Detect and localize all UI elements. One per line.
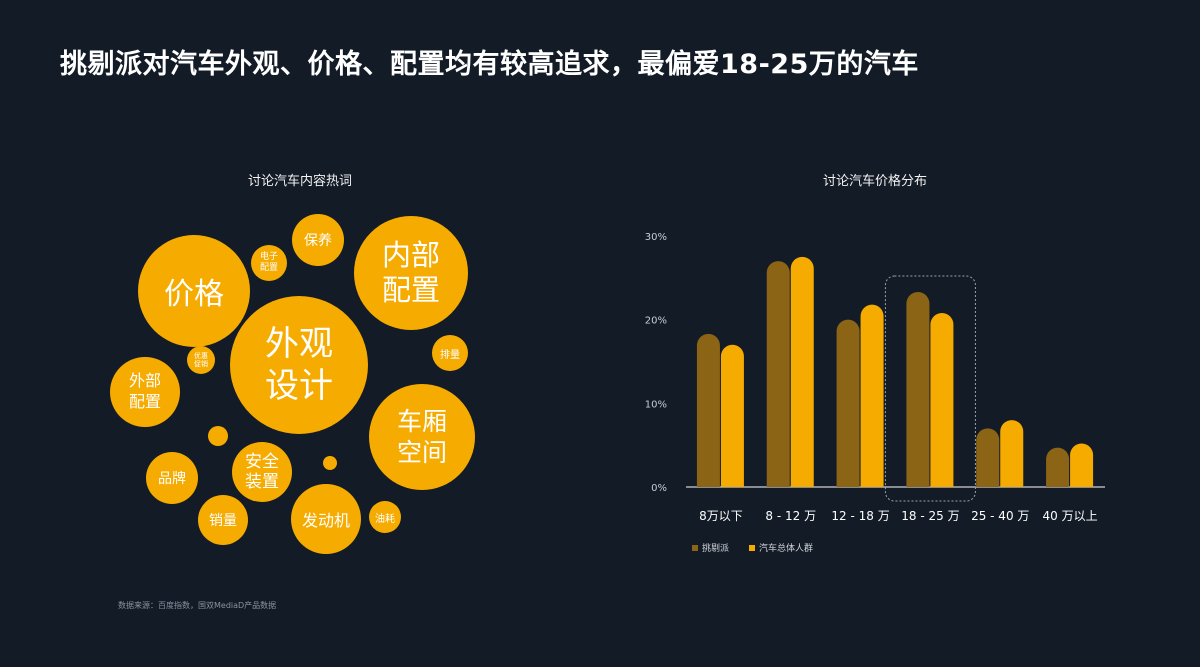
word-bubble: 电子 配置: [251, 245, 287, 281]
word-bubble: 排量: [432, 335, 468, 371]
legend-swatch: [749, 545, 755, 551]
bar: [906, 292, 930, 487]
x-tick-label: 12 - 18 万: [831, 509, 889, 523]
word-bubble: 车厢 空间: [369, 384, 475, 490]
x-tick-label: 25 - 40 万: [971, 509, 1029, 523]
word-bubble: 品牌: [146, 452, 198, 504]
bar: [1070, 443, 1094, 487]
word-bubble: [323, 456, 337, 470]
word-bubble: 外观 设计: [230, 296, 368, 434]
legend-swatch: [692, 545, 698, 551]
data-source-note: 数据来源：百度指数，国双MediaD产品数据: [118, 601, 277, 610]
word-bubble: 价格: [138, 235, 250, 347]
word-bubble: 优惠 促销: [187, 346, 215, 374]
word-bubble: 内部 配置: [354, 216, 468, 330]
word-bubble: 销量: [198, 495, 248, 545]
bar: [836, 319, 860, 487]
x-tick-label: 8 - 12 万: [765, 509, 816, 523]
bar: [790, 256, 814, 487]
legend-label: 汽车总体人群: [759, 542, 813, 554]
y-tick-label: 30%: [645, 232, 667, 243]
y-tick-label: 0%: [651, 483, 667, 494]
bar: [860, 304, 884, 487]
y-tick-label: 20%: [645, 316, 667, 327]
y-tick-label: 10%: [645, 399, 667, 410]
word-bubble: 外部 配置: [110, 357, 180, 427]
word-bubble: [208, 426, 228, 446]
word-cloud-title: 讨论汽车内容热词: [247, 174, 352, 189]
bar: [1046, 447, 1070, 487]
bar: [930, 312, 954, 487]
bar: [976, 428, 1000, 487]
bar: [696, 333, 720, 487]
x-tick-label: 40 万以上: [1043, 509, 1098, 523]
bar: [720, 344, 744, 487]
word-bubble: 安全 装置: [232, 442, 292, 502]
word-bubble: 油耗: [369, 501, 401, 533]
bar: [1000, 420, 1024, 487]
highlight-box: [884, 275, 976, 502]
chart-title: 讨论汽车价格分布: [822, 174, 927, 189]
legend-label: 挑剔派: [702, 542, 729, 554]
word-bubble: 保养: [292, 214, 344, 266]
word-bubble: 发动机: [291, 484, 361, 554]
page-title: 挑剔派对汽车外观、价格、配置均有较高追求，最偏爱18-25万的汽车: [60, 49, 919, 80]
bar: [766, 261, 790, 487]
x-tick-label: 18 - 25 万: [901, 509, 959, 523]
x-tick-label: 8万以下: [699, 509, 743, 523]
